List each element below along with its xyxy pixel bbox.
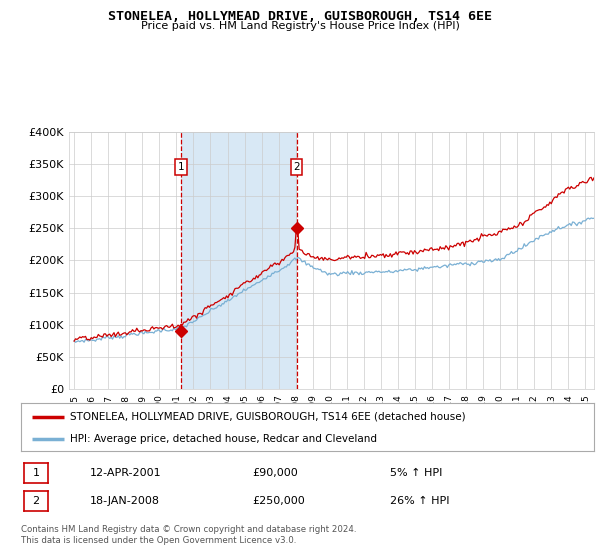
Text: HPI: Average price, detached house, Redcar and Cleveland: HPI: Average price, detached house, Redc…	[70, 434, 377, 444]
Text: 1: 1	[178, 162, 184, 172]
Text: 5% ↑ HPI: 5% ↑ HPI	[390, 468, 442, 478]
Text: 2: 2	[293, 162, 300, 172]
Text: £90,000: £90,000	[252, 468, 298, 478]
Text: 18-JAN-2008: 18-JAN-2008	[90, 496, 160, 506]
Text: Price paid vs. HM Land Registry's House Price Index (HPI): Price paid vs. HM Land Registry's House …	[140, 21, 460, 31]
Bar	[181, 132, 296, 389]
Text: Contains HM Land Registry data © Crown copyright and database right 2024.
This d: Contains HM Land Registry data © Crown c…	[21, 525, 356, 545]
Text: 1: 1	[32, 468, 40, 478]
Text: STONELEA, HOLLYMEAD DRIVE, GUISBOROUGH, TS14 6EE: STONELEA, HOLLYMEAD DRIVE, GUISBOROUGH, …	[108, 10, 492, 23]
Text: 26% ↑ HPI: 26% ↑ HPI	[390, 496, 449, 506]
Text: £250,000: £250,000	[252, 496, 305, 506]
Text: 12-APR-2001: 12-APR-2001	[90, 468, 161, 478]
Text: 2: 2	[32, 496, 40, 506]
Text: STONELEA, HOLLYMEAD DRIVE, GUISBOROUGH, TS14 6EE (detached house): STONELEA, HOLLYMEAD DRIVE, GUISBOROUGH, …	[70, 412, 466, 422]
